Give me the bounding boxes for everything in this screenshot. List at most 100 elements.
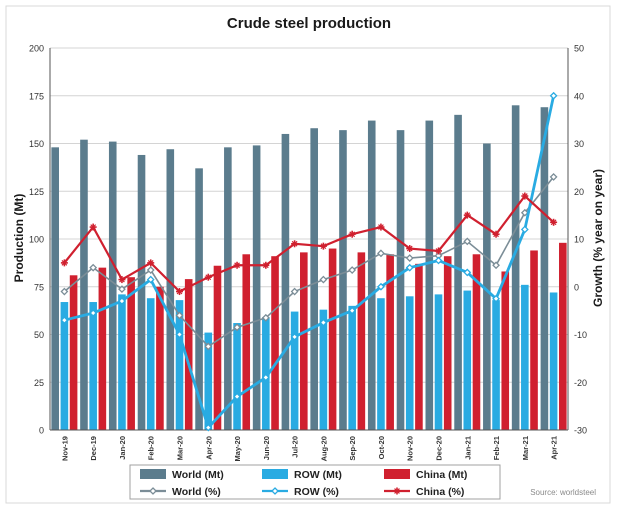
point-row	[146, 275, 155, 284]
point-row	[463, 268, 472, 277]
x-tick-label: Dec-19	[89, 436, 98, 461]
point-china	[176, 288, 183, 296]
chart-frame	[5, 5, 611, 504]
point-world	[492, 261, 500, 270]
bar	[339, 130, 347, 430]
bar	[195, 168, 203, 430]
bar	[425, 120, 434, 430]
point-row	[175, 330, 184, 339]
point-world	[405, 254, 414, 263]
point-china	[406, 245, 414, 253]
point-world	[377, 249, 385, 258]
point-row	[233, 392, 241, 401]
bar	[146, 298, 155, 430]
x-tick-label: Jul-20	[291, 436, 300, 458]
bar	[224, 147, 232, 430]
marker-stroke	[61, 260, 68, 266]
y2-tick-label: 30	[574, 139, 584, 149]
marker-stroke	[378, 224, 384, 230]
point-china	[377, 223, 385, 231]
plot-area: 0 25 50 75 100 125 150 175 200 -30 -20 -10 0 10 20 30 40…	[29, 44, 587, 462]
point-row	[348, 306, 357, 315]
x-tick-label: Mar-21	[521, 436, 530, 460]
point-row	[290, 332, 299, 341]
point-world	[319, 275, 328, 284]
point-world	[118, 285, 126, 294]
bar	[166, 149, 175, 431]
marker-stroke	[394, 488, 400, 494]
line-row	[64, 95, 555, 431]
point-world	[146, 266, 155, 274]
bar	[328, 248, 337, 430]
bar	[252, 145, 261, 430]
x-tick-label: Jun-20	[262, 436, 271, 460]
y2-tick-label: -20	[574, 378, 587, 388]
bar	[377, 298, 385, 430]
bar	[281, 133, 290, 430]
legend-label: World (%)	[172, 486, 221, 498]
y-tick-label: 25	[34, 378, 44, 388]
bar	[396, 130, 405, 430]
point-row	[434, 256, 443, 265]
legend-label: China (Mt)	[416, 469, 467, 481]
y-tick-label: 125	[29, 187, 44, 197]
point-world	[261, 313, 270, 322]
y-tick-label: 100	[29, 235, 44, 245]
bar	[300, 252, 308, 430]
y-axis-label: Production (Mt)	[12, 194, 26, 283]
bar	[348, 305, 356, 430]
bar	[367, 120, 376, 430]
point-china	[233, 261, 241, 269]
point-world	[348, 266, 357, 274]
y-tick-label: 75	[34, 282, 44, 292]
bar	[51, 147, 59, 430]
x-tick-label: Apr-21	[550, 436, 559, 460]
bar	[60, 302, 69, 430]
point-china	[550, 218, 558, 226]
bar	[204, 332, 213, 430]
marker-stroke	[406, 245, 413, 252]
marker-stroke	[349, 231, 356, 238]
point-china	[204, 273, 212, 281]
point-row	[60, 316, 69, 325]
point-world	[175, 311, 184, 320]
y2-tick-label: 40	[574, 91, 584, 101]
bar	[118, 294, 126, 430]
point-world	[290, 287, 299, 296]
bar	[89, 302, 97, 430]
point-row	[118, 297, 126, 305]
x-tick-label: Oct-20	[377, 436, 386, 459]
y2-tick-label: 0	[574, 282, 579, 292]
point-china	[463, 211, 471, 219]
chart-title: Crude steel production	[227, 15, 391, 32]
point-china	[521, 192, 529, 200]
point-row	[549, 91, 558, 100]
bar	[137, 154, 146, 430]
bar	[443, 256, 452, 430]
bar	[184, 279, 193, 430]
point-china	[492, 230, 500, 238]
marker-stroke	[90, 224, 97, 230]
legend: World (Mt) ROW (Mt) China (Mt) World (%) ROW…	[129, 464, 501, 500]
x-tick-label: Mar-20	[176, 436, 185, 460]
bar	[434, 294, 443, 430]
bar	[549, 292, 558, 430]
bar	[521, 284, 529, 430]
point-world	[520, 208, 529, 217]
point-row	[89, 309, 98, 317]
bar	[80, 139, 88, 430]
marker-stroke	[521, 193, 528, 199]
x-tick-label: Sep-20	[348, 436, 357, 461]
point-world	[463, 237, 472, 246]
x-tick-label: Aug-20	[319, 436, 328, 461]
x-tick-label: Jan-20	[118, 436, 127, 460]
bar	[386, 254, 394, 430]
legend-label: ROW (%)	[294, 486, 339, 498]
marker-stroke	[205, 274, 212, 281]
marker-stroke	[464, 212, 471, 218]
bar	[319, 309, 328, 430]
marker-stroke	[320, 243, 327, 250]
point-row	[405, 263, 414, 272]
